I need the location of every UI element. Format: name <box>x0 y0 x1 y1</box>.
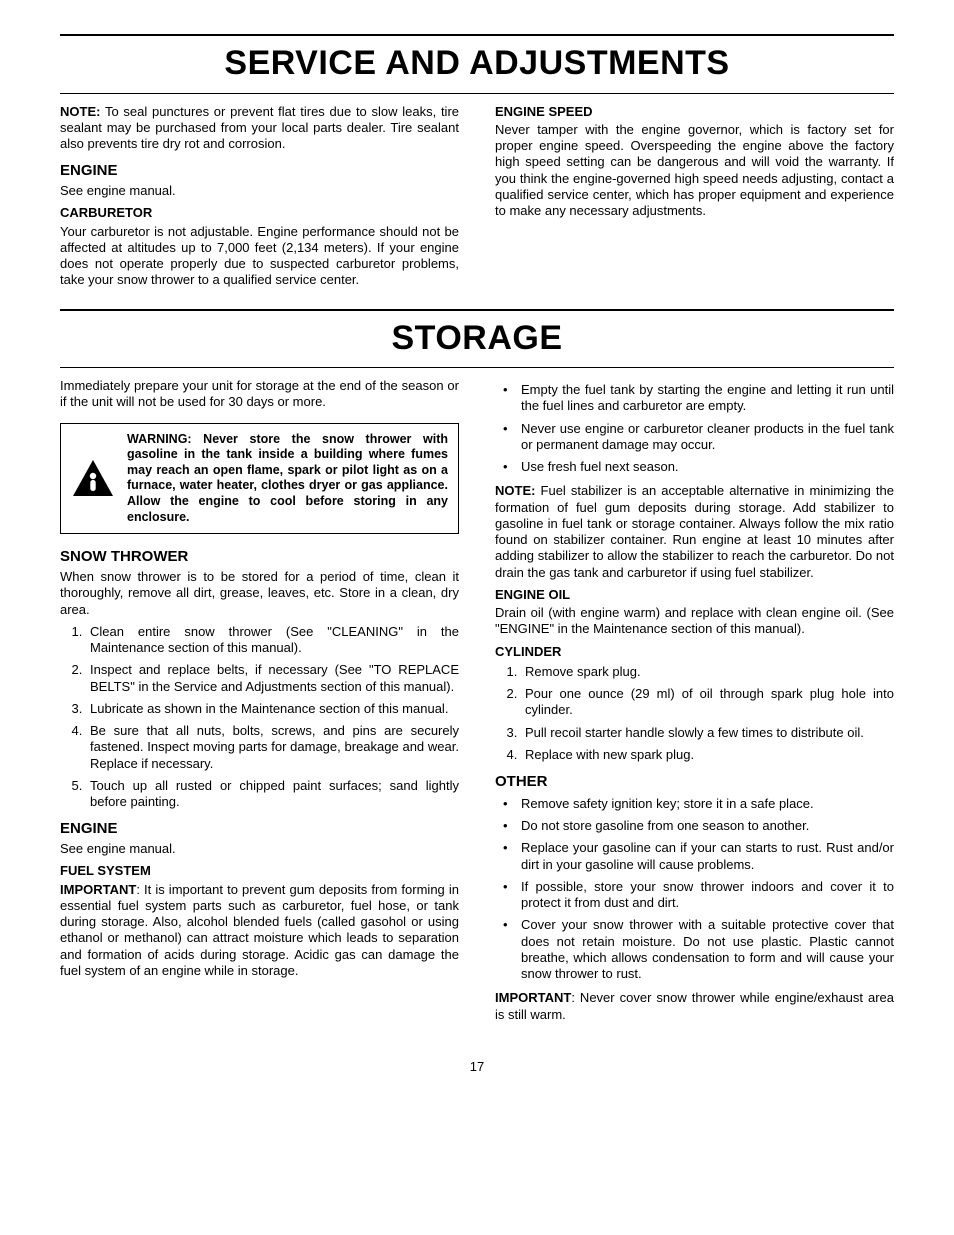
service-columns: NOTE: To seal punctures or prevent flat … <box>60 104 894 295</box>
stabilizer-note: NOTE: Fuel stabilizer is an acceptable a… <box>495 483 894 581</box>
cylinder-heading: CYLINDER <box>495 644 894 660</box>
list-item: If possible, store your snow thrower ind… <box>495 879 894 912</box>
service-left-col: NOTE: To seal punctures or prevent flat … <box>60 104 459 295</box>
storage-left-col: Immediately prepare your unit for storag… <box>60 378 459 1029</box>
important-label-2: IMPORTANT <box>495 990 571 1005</box>
list-item: Replace with new spark plug. <box>521 747 894 763</box>
engine-heading: ENGINE <box>60 162 459 181</box>
list-item: Empty the fuel tank by starting the engi… <box>495 382 894 415</box>
warning-text: WARNING: Never store the snow thrower wi… <box>127 432 448 526</box>
other-heading: OTHER <box>495 773 894 792</box>
engine-speed-heading: ENGINE SPEED <box>495 104 894 120</box>
list-item: Do not store gasoline from one season to… <box>495 818 894 834</box>
list-item: Use fresh fuel next season. <box>495 459 894 475</box>
warning-icon <box>71 458 115 498</box>
snow-thrower-intro: When snow thrower is to be stored for a … <box>60 569 459 618</box>
list-item: Remove spark plug. <box>521 664 894 680</box>
list-item: Never use engine or carburetor cleaner p… <box>495 421 894 454</box>
carburetor-text: Your carburetor is not adjustable. Engin… <box>60 224 459 289</box>
final-important: IMPORTANT: Never cover snow thrower whil… <box>495 990 894 1023</box>
storage-engine-heading: ENGINE <box>60 820 459 839</box>
section-title-service: SERVICE AND ADJUSTMENTS <box>60 40 894 89</box>
list-item: Inspect and replace belts, if necessary … <box>86 662 459 695</box>
carburetor-heading: CARBURETOR <box>60 205 459 221</box>
important-label: IMPORTANT <box>60 882 136 897</box>
rule-under-title-1 <box>60 93 894 94</box>
list-item: Pull recoil starter handle slowly a few … <box>521 725 894 741</box>
engine-text: See engine manual. <box>60 183 459 199</box>
list-item: Replace your gasoline can if your can st… <box>495 840 894 873</box>
storage-columns: Immediately prepare your unit for storag… <box>60 378 894 1029</box>
fuel-system-text: IMPORTANT: It is important to prevent gu… <box>60 882 459 980</box>
list-item: Touch up all rusted or chipped paint sur… <box>86 778 459 811</box>
list-item: Cover your snow thrower with a suitable … <box>495 917 894 982</box>
list-item: Remove safety ignition key; store it in … <box>495 796 894 812</box>
service-right-col: ENGINE SPEED Never tamper with the engin… <box>495 104 894 295</box>
stabilizer-text: Fuel stabilizer is an acceptable alterna… <box>495 483 894 579</box>
rule-top <box>60 34 894 36</box>
note-label-2: NOTE: <box>495 483 535 498</box>
engine-speed-text: Never tamper with the engine governor, w… <box>495 122 894 220</box>
page-number: 17 <box>60 1059 894 1075</box>
fuel-system-heading: FUEL SYSTEM <box>60 863 459 879</box>
rule-mid <box>60 309 894 311</box>
list-item: Clean entire snow thrower (See "CLEANING… <box>86 624 459 657</box>
other-list: Remove safety ignition key; store it in … <box>495 796 894 983</box>
cylinder-list: Remove spark plug. Pour one ounce (29 ml… <box>495 664 894 763</box>
list-item: Pour one ounce (29 ml) of oil through sp… <box>521 686 894 719</box>
fuel-bullets: Empty the fuel tank by starting the engi… <box>495 382 894 475</box>
note-tire-sealant: NOTE: To seal punctures or prevent flat … <box>60 104 459 153</box>
warning-box: WARNING: Never store the snow thrower wi… <box>60 423 459 535</box>
rule-under-title-2 <box>60 367 894 368</box>
engine-oil-text: Drain oil (with engine warm) and replace… <box>495 605 894 638</box>
list-item: Be sure that all nuts, bolts, screws, an… <box>86 723 459 772</box>
storage-engine-text: See engine manual. <box>60 841 459 857</box>
note-text: To seal punctures or prevent flat tires … <box>60 104 459 152</box>
engine-oil-heading: ENGINE OIL <box>495 587 894 603</box>
snow-thrower-list: Clean entire snow thrower (See "CLEANING… <box>60 624 459 811</box>
list-item: Lubricate as shown in the Maintenance se… <box>86 701 459 717</box>
storage-intro: Immediately prepare your unit for storag… <box>60 378 459 411</box>
note-label: NOTE: <box>60 104 100 119</box>
storage-right-col: Empty the fuel tank by starting the engi… <box>495 378 894 1029</box>
section-title-storage: STORAGE <box>60 315 894 364</box>
snow-thrower-heading: SNOW THROWER <box>60 548 459 567</box>
